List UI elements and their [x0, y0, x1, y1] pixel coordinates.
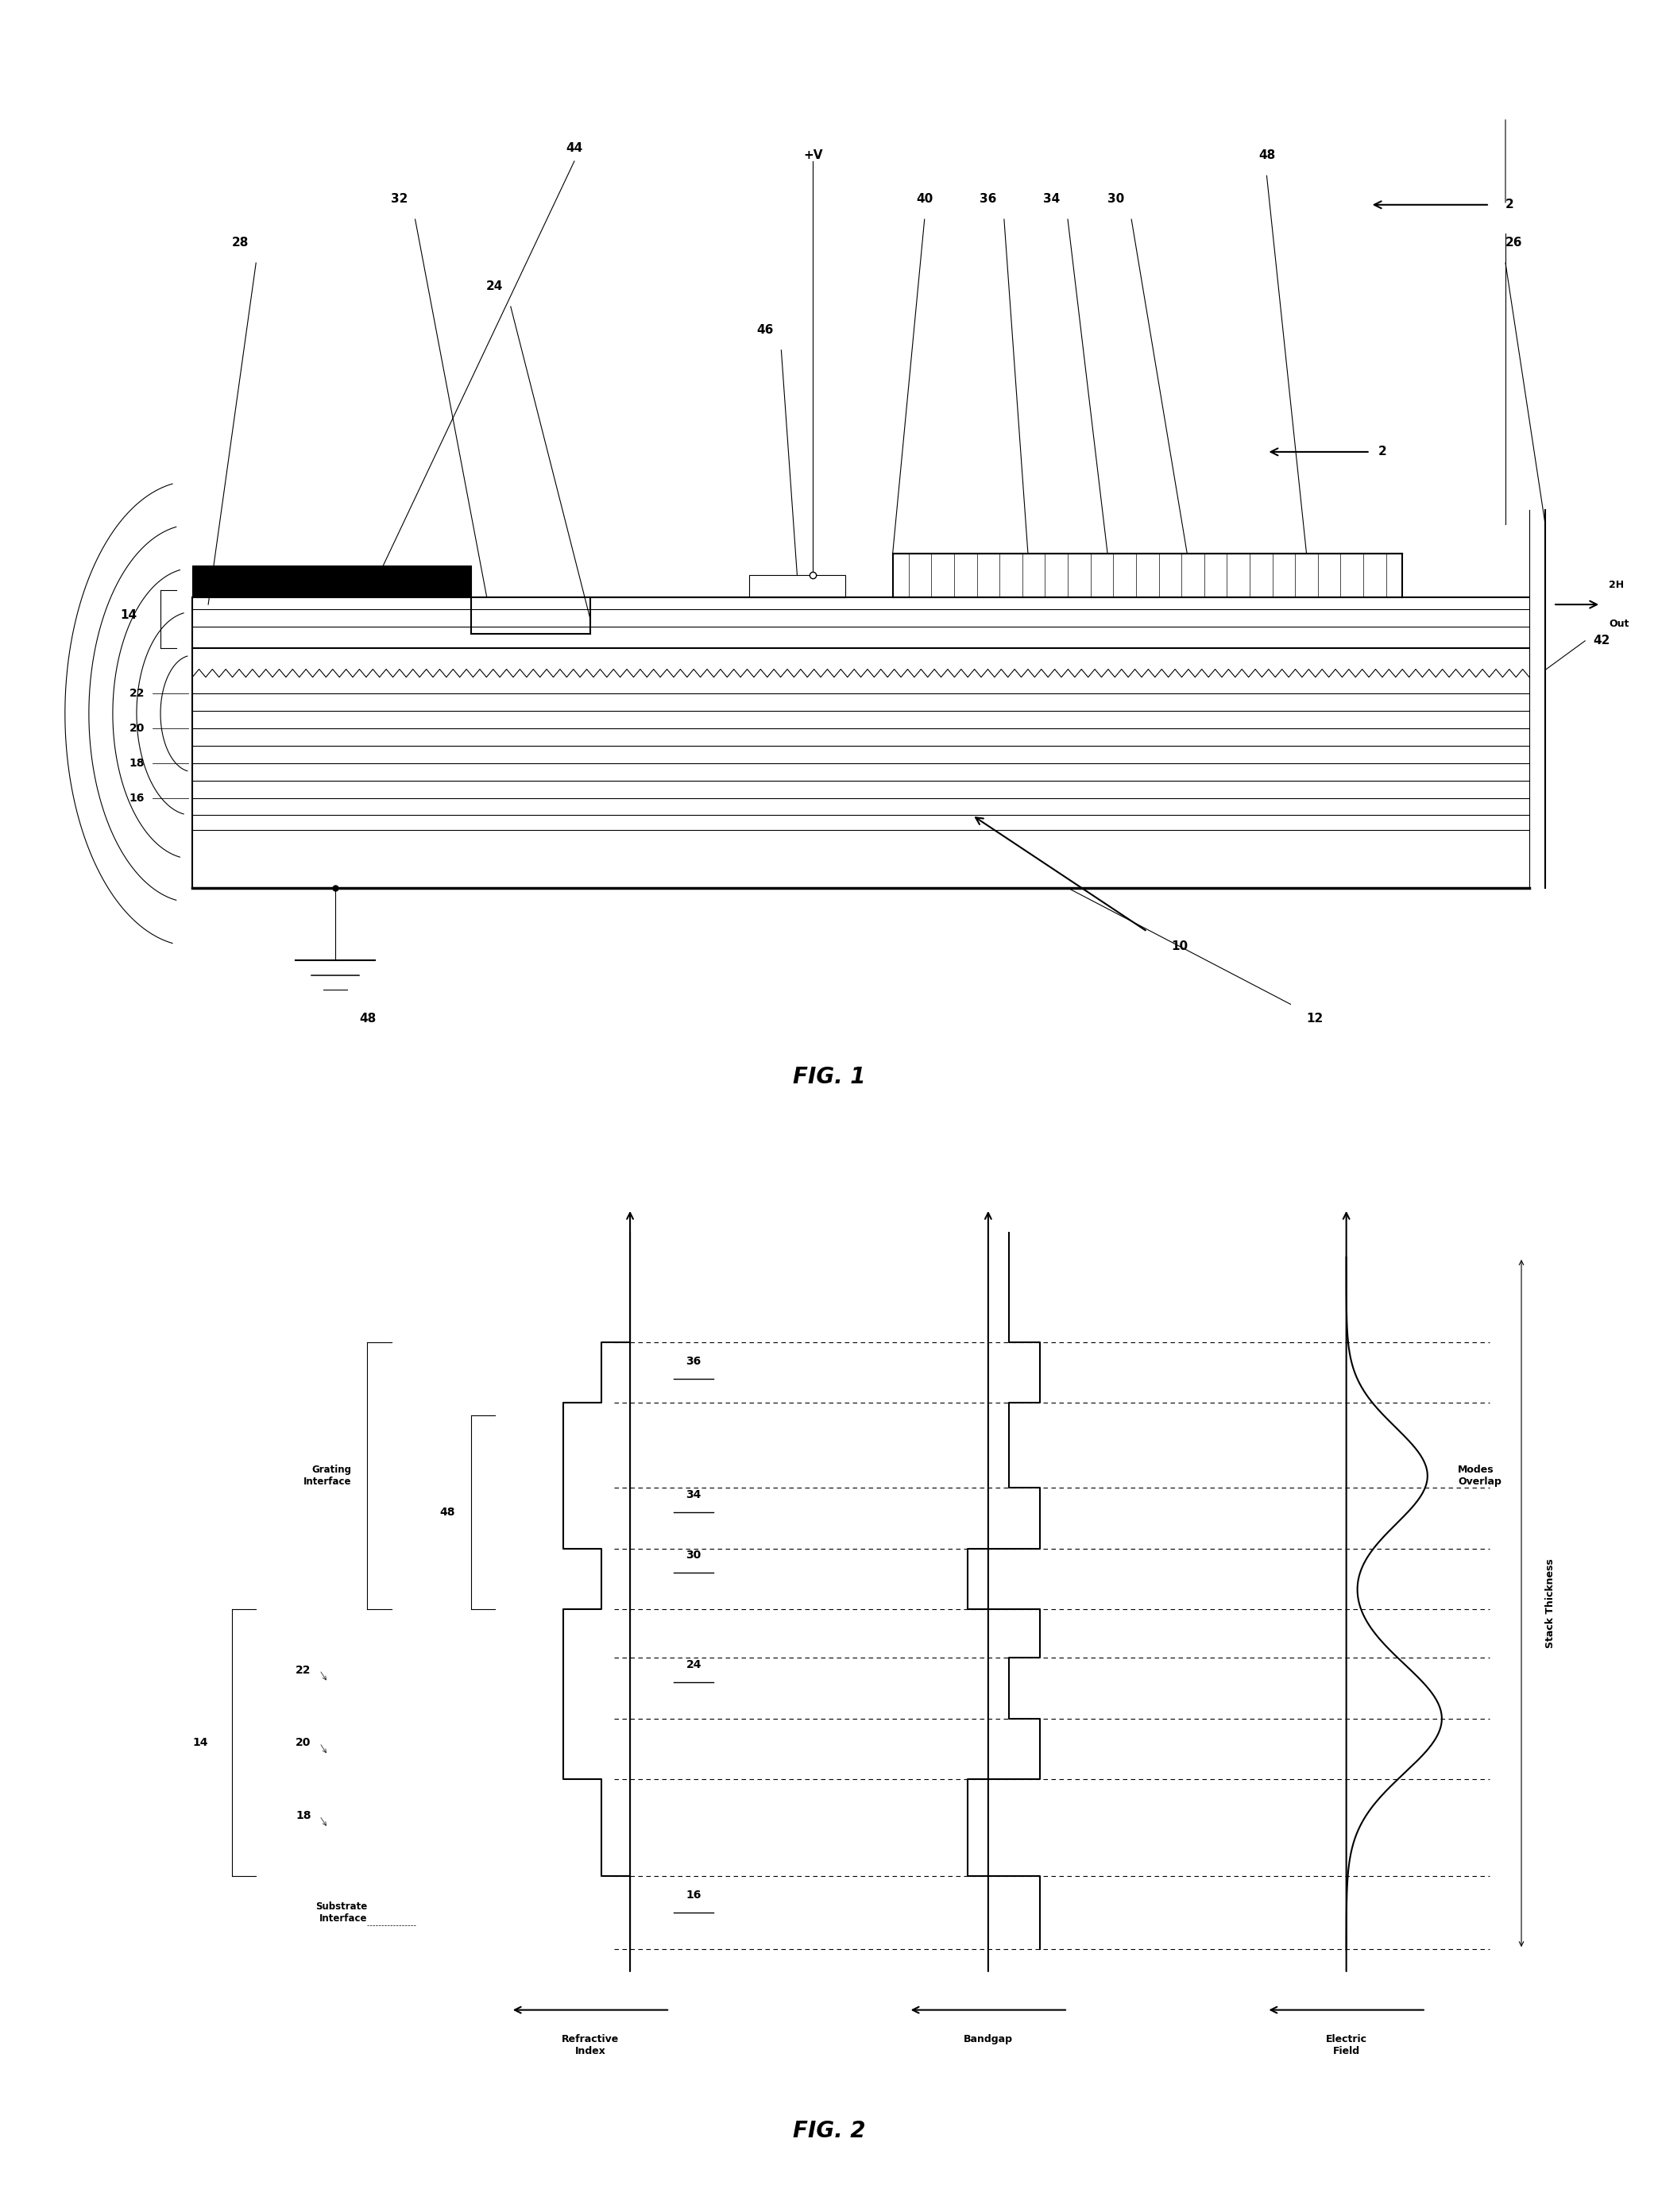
Text: 26: 26	[1505, 237, 1522, 248]
Text: 28: 28	[232, 237, 249, 248]
Text: 16: 16	[686, 1889, 701, 1900]
Text: 22: 22	[129, 688, 144, 699]
Text: FIG. 2: FIG. 2	[793, 2121, 865, 2143]
Text: 24: 24	[686, 1659, 701, 1670]
Text: Bandgap: Bandgap	[963, 2035, 1013, 2044]
Text: 24: 24	[486, 281, 504, 292]
Text: 42: 42	[1593, 635, 1610, 646]
Text: 46: 46	[756, 323, 774, 336]
Text: 2H: 2H	[1608, 580, 1625, 591]
Text: 20: 20	[129, 723, 144, 734]
Text: 34: 34	[1043, 192, 1059, 206]
Text: 36: 36	[980, 192, 996, 206]
Text: 48: 48	[360, 1013, 376, 1024]
Text: 30: 30	[1108, 192, 1124, 206]
Text: 40: 40	[917, 192, 933, 206]
Text: 30: 30	[686, 1551, 701, 1562]
Text: Modes
Overlap: Modes Overlap	[1457, 1464, 1500, 1486]
Text: 16: 16	[129, 792, 144, 803]
Text: 32: 32	[391, 192, 408, 206]
Text: 44: 44	[565, 142, 582, 155]
Text: 10: 10	[1171, 940, 1189, 951]
Text: 36: 36	[686, 1356, 701, 1367]
Text: 48: 48	[439, 1506, 454, 1517]
Text: 22: 22	[295, 1663, 312, 1677]
Text: 2: 2	[1505, 199, 1514, 210]
Bar	[192, 566, 471, 597]
Text: 2: 2	[1378, 447, 1386, 458]
Text: Stack Thickness: Stack Thickness	[1545, 1559, 1555, 1648]
Bar	[749, 575, 846, 597]
Text: FIG. 1: FIG. 1	[793, 1066, 865, 1088]
Text: 18: 18	[129, 757, 144, 768]
Text: 20: 20	[295, 1736, 312, 1747]
Text: Out: Out	[1608, 619, 1630, 630]
Text: 48: 48	[1258, 148, 1275, 161]
Text: 14: 14	[119, 611, 136, 622]
Text: Grating
Interface: Grating Interface	[303, 1464, 351, 1486]
Text: 12: 12	[1307, 1013, 1323, 1024]
Text: +V: +V	[804, 148, 822, 161]
Text: Refractive
Index: Refractive Index	[562, 2035, 618, 2057]
Text: Substrate
Interface: Substrate Interface	[315, 1902, 368, 1924]
Text: 34: 34	[686, 1489, 701, 1500]
Text: 14: 14	[192, 1736, 209, 1747]
Text: 18: 18	[295, 1809, 312, 1820]
Text: Electric
Field: Electric Field	[1326, 2035, 1366, 2057]
